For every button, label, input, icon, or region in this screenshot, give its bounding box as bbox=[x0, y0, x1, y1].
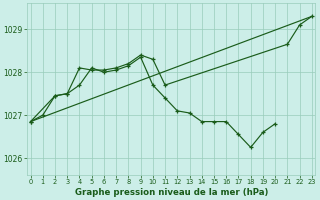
X-axis label: Graphe pression niveau de la mer (hPa): Graphe pression niveau de la mer (hPa) bbox=[75, 188, 268, 197]
